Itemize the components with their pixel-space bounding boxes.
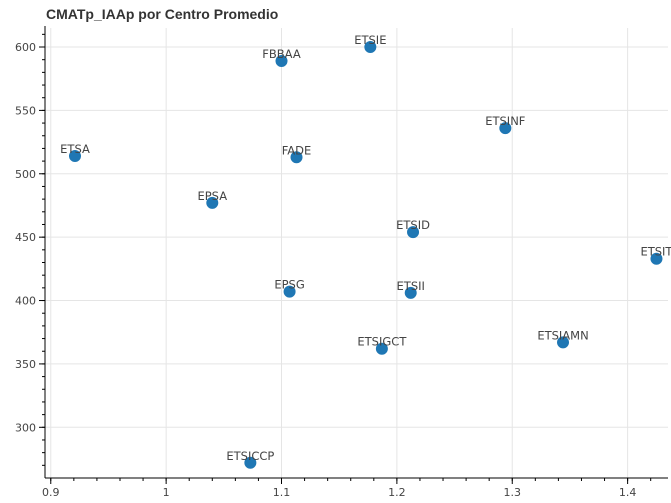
point-label: ETSIE [354, 33, 386, 47]
y-tick-label: 300 [15, 421, 36, 434]
x-tick-label: 1.3 [504, 486, 522, 499]
y-tick-label: 600 [15, 41, 36, 54]
data-point [275, 54, 288, 67]
data-point [68, 150, 81, 163]
point-label: EPSA [197, 189, 227, 203]
y-tick-label: 550 [15, 104, 36, 117]
data-point [557, 336, 570, 349]
point-label: ETSID [396, 218, 430, 232]
x-tick-label: 1.4 [619, 486, 637, 499]
y-tick-label: 450 [15, 231, 36, 244]
point-label: ETSICCP [226, 449, 274, 463]
point-label: ETSA [60, 142, 90, 156]
point-label: FBBAA [262, 47, 301, 61]
point-label: ETSINF [485, 114, 525, 128]
axes: 0.9 1 1.1 1.2 1.3 1.4 300 350 400 450 500 550 600 [15, 26, 668, 499]
point-label: FADE [282, 143, 312, 157]
data-point [244, 456, 257, 469]
x-tick-label: 1.2 [388, 486, 406, 499]
data-point [650, 252, 663, 265]
point-label: EPSG [274, 278, 304, 292]
y-tick-label: 500 [15, 168, 36, 181]
data-point [499, 122, 512, 135]
data-point [404, 286, 417, 299]
y-tick-label: 350 [15, 358, 36, 371]
point-label: ETSIT [640, 245, 671, 259]
data-point [407, 226, 420, 239]
point-label: ETSIAMN [537, 328, 588, 342]
data-point [206, 196, 219, 209]
data-point [283, 285, 296, 298]
data-point [290, 151, 303, 164]
chart-title: CMATp_IAAp por Centro Promedio [46, 6, 279, 22]
data-point [375, 342, 388, 355]
y-tick-label: 400 [15, 295, 36, 308]
x-tick-label: 0.9 [42, 486, 60, 499]
data-points [68, 41, 663, 469]
point-label: ETSIGCT [357, 335, 407, 349]
point-label: ETSII [397, 279, 425, 293]
data-point [364, 41, 377, 54]
x-tick-label: 1 [163, 486, 170, 499]
point-labels: ETSIE FBBAA ETSINF ETSA FADE EPSA ETSID ETSIT EP… [60, 33, 671, 463]
grid [45, 28, 668, 478]
x-tick-label: 1.1 [273, 486, 291, 499]
